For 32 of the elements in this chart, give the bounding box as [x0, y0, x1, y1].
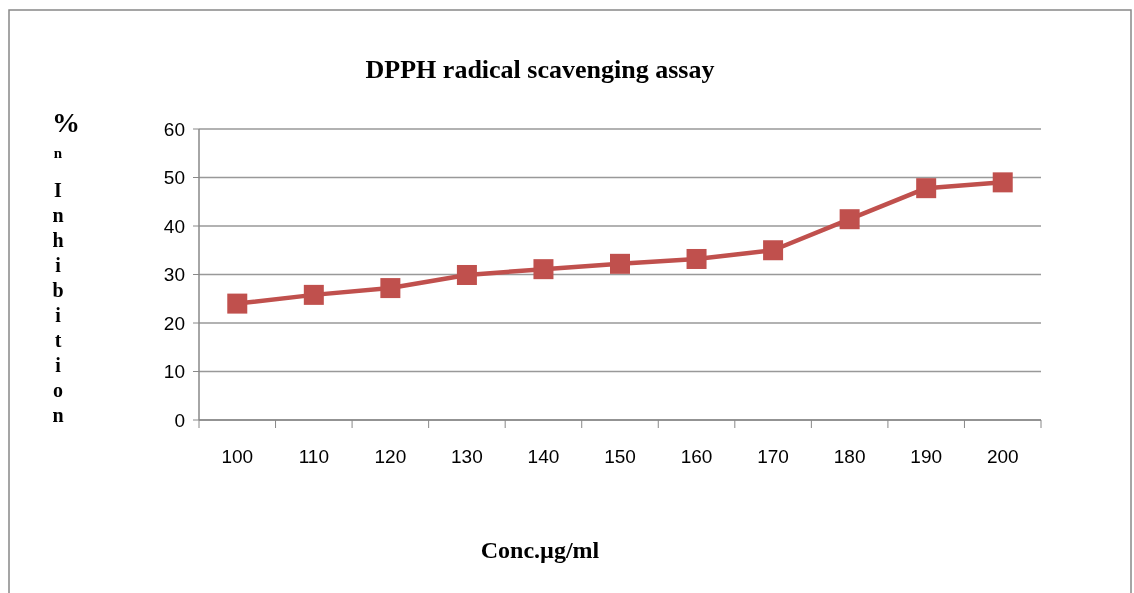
y-tick-label: 0	[174, 409, 185, 431]
y-tick-label: 20	[163, 312, 185, 334]
y-tick-label: 40	[163, 215, 185, 237]
x-axis-title: Conc.µg/ml	[480, 537, 600, 563]
x-tick-label: 180	[833, 446, 866, 467]
x-tick-label: 170	[757, 446, 789, 467]
point	[610, 253, 630, 274]
point	[380, 278, 401, 299]
y-tick-label: 30	[163, 264, 185, 286]
point	[303, 284, 324, 305]
x-tick-label: 100	[221, 446, 254, 467]
chart-title: DPPH radical scavenging assay	[365, 55, 715, 84]
x-tick-label: 120	[374, 446, 407, 467]
point	[456, 264, 477, 285]
y-tick-label: 50	[163, 167, 185, 189]
x-tick-label: 160	[680, 446, 713, 467]
point	[763, 240, 784, 261]
x-tick-label: 150	[604, 446, 636, 467]
x-tick-label: 200	[986, 446, 1019, 467]
point	[227, 293, 248, 314]
x-tick-label: 140	[527, 446, 560, 467]
x-tick-label: 130	[451, 446, 483, 467]
y-tick-label: 60	[163, 118, 185, 140]
y-tick-label: 10	[163, 361, 185, 383]
x-tick-label: 190	[910, 446, 943, 467]
point	[992, 172, 1013, 193]
point	[533, 259, 554, 280]
point	[686, 248, 707, 269]
point	[839, 209, 860, 230]
point	[916, 178, 937, 199]
text: %n Inhibition	[52, 107, 80, 426]
x-tick-label: 110	[298, 446, 329, 467]
